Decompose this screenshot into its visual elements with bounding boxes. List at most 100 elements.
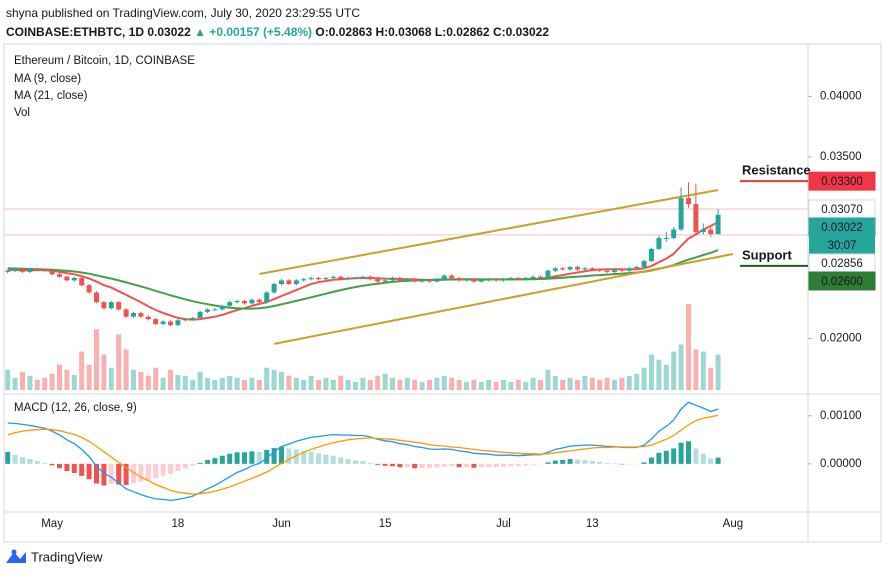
candle-body [449,275,455,278]
macd-line [7,414,719,495]
macd-histogram-bar [308,451,314,464]
legend-title: Ethereum / Bitcoin, 1D, COINBASE [14,55,195,67]
volume-bar [94,329,99,390]
macd-histogram-bar [175,463,181,472]
candle-body [131,313,136,317]
footer-brand: TradingView [31,549,103,564]
tradingview-logo [6,549,26,563]
close-value: 0.03022 [505,25,550,39]
candle-body [626,268,632,271]
candle-body [316,277,321,280]
volume-bar [57,364,62,390]
candle-body [708,229,714,235]
macd-histogram-bar [34,460,40,464]
volume-bar [138,371,144,390]
volume-bar [20,371,25,390]
macd-histogram-bar [20,457,25,464]
volume-bar [116,334,122,390]
candle-body [264,292,270,303]
volume-bar [316,379,321,390]
candle-body [79,277,85,286]
volume-bar [168,369,173,390]
candle-body [168,321,173,326]
volume-bar [671,351,677,390]
candle-body [323,277,329,280]
candle-body [493,279,499,281]
candle-body [242,300,247,304]
candle-body [197,311,203,318]
macd-histogram-bar [626,463,632,465]
candle-body [5,270,11,272]
x-tick-label: Jul [496,518,511,530]
countdown-label: 30:07 [828,240,857,252]
candle-body [382,280,388,282]
high-value: 0.03068 [388,25,432,39]
volume-bar [560,379,566,390]
volume-bar [656,359,662,390]
volume-bar [441,375,447,390]
volume-bar [552,375,558,390]
macd-histogram-bar [412,463,418,469]
candle-body [101,302,107,309]
volume-bar [471,379,477,390]
macd-histogram-bar [145,463,151,481]
macd-histogram-bar [256,451,262,464]
candle-body [219,305,225,310]
candle-body [116,302,122,310]
macd-histogram-bar [441,463,447,467]
volume-bar [604,377,610,390]
macd-histogram-bar [212,458,218,464]
low-value: 0.02862 [446,25,490,39]
x-tick-label: May [41,518,63,530]
macd-histogram-bar [338,457,344,464]
macd-histogram-bar [619,463,625,465]
macd-histogram-bar [634,463,640,465]
macd-histogram-bar [434,463,440,468]
volume-bar [219,377,225,390]
macd-histogram-bar [390,463,395,467]
macd-histogram-bar [197,462,203,464]
candle-body [330,276,336,278]
macd-histogram-bar [649,457,654,464]
volume-bar [464,381,469,390]
volume-bar [360,377,366,390]
volume-bar [242,379,247,390]
volume-bar [271,369,277,390]
price-tag-label: 0.02600 [821,276,863,288]
macd-histogram-bar [501,463,506,467]
macd-histogram-bar [686,441,691,464]
candle-body [286,280,292,285]
volume-bar [582,375,588,390]
volume-bar [626,375,632,390]
macd-histogram-bar [182,463,188,469]
macd-histogram-bar [597,461,603,464]
volume-bar [663,364,669,390]
macd-histogram-bar [234,452,240,464]
y-tick-label: 0.04000 [820,90,862,102]
candle-body [641,261,647,268]
volume-bar [279,371,284,390]
volume-bar [693,349,699,390]
candle-body [249,299,255,304]
macd-histogram-bar [131,463,136,484]
candle-body [256,299,262,303]
volume-bar [567,377,573,390]
x-tick-label: Jun [272,518,291,530]
volume-bar [86,364,92,390]
volume-bar [234,377,240,390]
x-tick-label: 18 [172,518,185,530]
volume-bar [212,379,218,390]
candle-body [375,279,381,282]
macd-histogram-bar [538,463,543,465]
symbol: COINBASE:ETHBTC, 1D [6,25,145,39]
volume-bar [264,367,270,390]
macd-histogram-bar [293,449,299,464]
macd-histogram-bar [279,447,284,464]
macd-histogram-bar [515,463,521,467]
macd-histogram-bar [367,462,373,464]
macd-histogram-bar [464,463,469,468]
macd-histogram-bar [478,463,484,468]
volume-bar [382,373,388,390]
price-tag-label: 0.03070 [821,204,863,216]
